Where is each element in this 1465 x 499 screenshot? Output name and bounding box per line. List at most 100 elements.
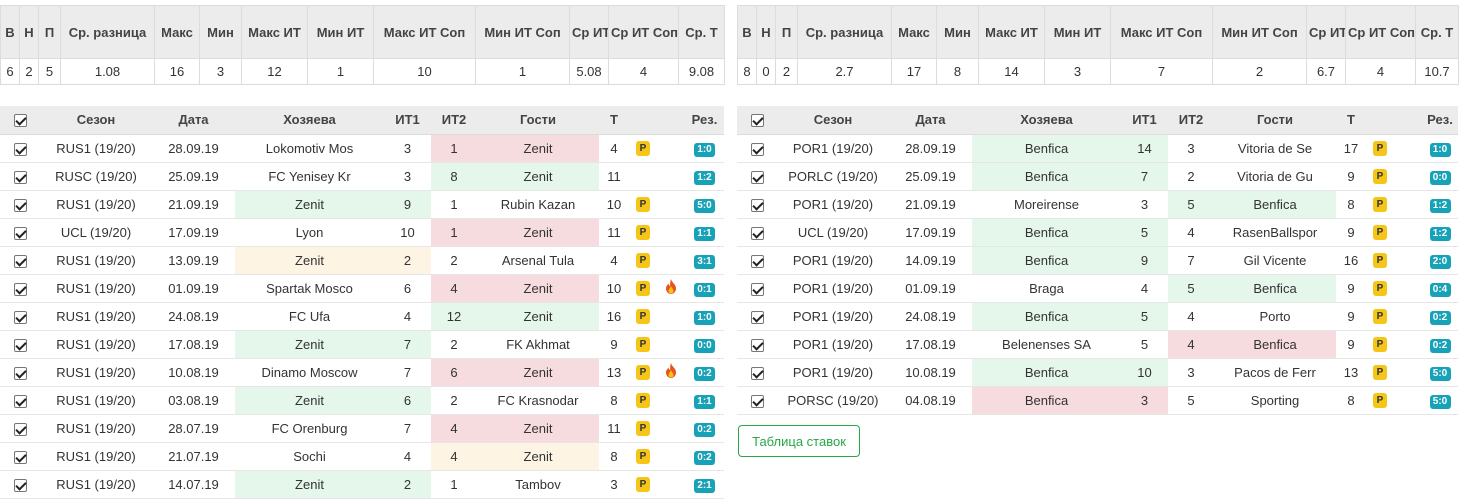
stats-header-cell: Н [19, 5, 39, 59]
match-row[interactable]: RUS1 (19/20) 21.07.19 Sochi 4 4 Zenit 8 P 0:2 [0, 442, 724, 471]
select-all-checkbox[interactable] [13, 114, 27, 128]
p-badge-cell: P [629, 246, 657, 275]
row-checkbox[interactable] [13, 170, 27, 184]
p-badge: P [636, 281, 650, 297]
result-badge: 1:2 [1429, 226, 1451, 241]
row-checkbox[interactable] [13, 226, 27, 240]
p-badge-cell: P [1366, 386, 1394, 415]
total-cell: 13 [599, 358, 629, 387]
match-row[interactable]: POR1 (19/20) 28.09.19 Benfica 14 3 Vitoria de… [737, 134, 1458, 163]
match-row[interactable]: POR1 (19/20) 21.09.19 Moreirense 3 5 Benfica 8… [737, 190, 1458, 219]
home-team-cell: Benfica [972, 218, 1121, 247]
matches-header-cell: Рез. [685, 106, 724, 135]
result-cell: 2:0 [1422, 246, 1458, 275]
checkbox-cell [0, 274, 40, 303]
match-row[interactable]: POR1 (19/20) 24.08.19 Benfica 5 4 Porto 9 P 0:2 [737, 302, 1458, 331]
row-checkbox[interactable] [750, 254, 764, 268]
season-cell: UCL (19/20) [40, 218, 152, 247]
match-row[interactable]: RUSC (19/20) 25.09.19 FC Yenisey Kr 3 8 Zenit… [0, 162, 724, 191]
date-cell: 21.07.19 [152, 442, 235, 471]
stats-header-cell: Ср ИТ [569, 5, 609, 59]
match-row[interactable]: POR1 (19/20) 14.09.19 Benfica 9 7 Gil Vicente… [737, 246, 1458, 275]
p-badge-cell: P [629, 442, 657, 471]
home-team-cell: Benfica [972, 358, 1121, 387]
match-row[interactable]: RUS1 (19/20) 01.09.19 Spartak Mosco 6 4 Zenit… [0, 274, 724, 303]
row-checkbox[interactable] [13, 198, 27, 212]
row-checkbox[interactable] [750, 170, 764, 184]
date-cell: 14.07.19 [152, 470, 235, 499]
home-goals-cell: 4 [384, 442, 431, 471]
row-checkbox[interactable] [13, 282, 27, 296]
match-row[interactable]: RUS1 (19/20) 03.08.19 Zenit 6 2 FC Krasnodar 8… [0, 386, 724, 415]
stats-value-cell: 2.7 [797, 58, 892, 85]
row-checkbox[interactable] [13, 366, 27, 380]
row-checkbox[interactable] [13, 422, 27, 436]
away-team-cell: Gil Vicente [1214, 246, 1336, 275]
away-team-cell: Benfica [1214, 190, 1336, 219]
row-checkbox[interactable] [750, 226, 764, 240]
result-badge: 5:0 [1429, 394, 1451, 409]
match-row[interactable]: RUS1 (19/20) 21.09.19 Zenit 9 1 Rubin Kazan 10… [0, 190, 724, 219]
match-row[interactable]: PORSC (19/20) 04.08.19 Benfica 3 5 Sporting 8 P… [737, 386, 1458, 415]
fire-cell [657, 470, 685, 499]
match-row[interactable]: PORLC (19/20) 25.09.19 Benfica 7 2 Vitoria de… [737, 162, 1458, 191]
match-row[interactable]: UCL (19/20) 17.09.19 Lyon 10 1 Zenit 11 P 1:1 [0, 218, 724, 247]
row-checkbox[interactable] [13, 478, 27, 492]
row-checkbox[interactable] [750, 366, 764, 380]
row-checkbox[interactable] [13, 450, 27, 464]
away-goals-cell: 2 [431, 330, 477, 359]
match-row[interactable]: RUS1 (19/20) 13.09.19 Zenit 2 2 Arsenal Tula 4… [0, 246, 724, 275]
row-checkbox[interactable] [750, 310, 764, 324]
match-row[interactable]: RUS1 (19/20) 14.07.19 Zenit 2 1 Tambov 3 P 2:1 [0, 470, 724, 499]
match-row[interactable]: RUS1 (19/20) 17.08.19 Zenit 7 2 FK Akhmat 9 P 0:… [0, 330, 724, 359]
p-badge-cell: P [1366, 246, 1394, 275]
stats-header-cell: П [38, 5, 61, 59]
away-team-cell: Arsenal Tula [477, 246, 599, 275]
row-checkbox[interactable] [750, 282, 764, 296]
match-row[interactable]: RUS1 (19/20) 10.08.19 Dinamo Moscow 7 6 Zenit… [0, 358, 724, 387]
checkbox-cell [0, 134, 40, 163]
p-badge-cell: P [629, 414, 657, 443]
away-team-cell: Zenit [477, 302, 599, 331]
result-cell: 1:2 [1422, 218, 1458, 247]
fire-cell [657, 134, 685, 163]
p-badge: P [1373, 169, 1387, 185]
stats-value-cell: 1 [307, 58, 374, 85]
p-badge-cell: P [1366, 302, 1394, 331]
row-checkbox[interactable] [750, 142, 764, 156]
row-checkbox[interactable] [13, 142, 27, 156]
row-checkbox[interactable] [13, 394, 27, 408]
row-checkbox[interactable] [750, 394, 764, 408]
result-badge: 1:0 [694, 142, 715, 157]
p-badge-cell: P [1366, 134, 1394, 163]
checkbox-cell [0, 246, 40, 275]
p-badge-cell: P [1366, 218, 1394, 247]
match-row[interactable]: POR1 (19/20) 17.08.19 Belenenses SA 5 4 Benfi… [737, 330, 1458, 359]
left-matches-table: Сезон Дата Хозяева ИТ1 ИТ2 Гости Т Рез. RUS1 (1… [0, 106, 724, 499]
row-checkbox[interactable] [13, 310, 27, 324]
away-goals-cell: 3 [1168, 358, 1214, 387]
row-checkbox[interactable] [13, 254, 27, 268]
match-row[interactable]: RUS1 (19/20) 28.09.19 Lokomotiv Mos 3 1 Zenit… [0, 134, 724, 163]
stats-value-cell: 2 [775, 58, 798, 85]
select-all-checkbox[interactable] [750, 114, 764, 128]
match-row[interactable]: UCL (19/20) 17.09.19 Benfica 5 4 RasenBallspo… [737, 218, 1458, 247]
home-team-cell: Moreirense [972, 190, 1121, 219]
match-row[interactable]: RUS1 (19/20) 24.08.19 FC Ufa 4 12 Zenit 16 P 1:0 [0, 302, 724, 331]
date-cell: 10.08.19 [152, 358, 235, 387]
row-checkbox[interactable] [750, 338, 764, 352]
row-checkbox[interactable] [750, 198, 764, 212]
total-cell: 10 [599, 190, 629, 219]
p-badge: P [636, 253, 650, 269]
result-badge: 0:2 [694, 422, 715, 437]
p-badge: P [1373, 393, 1387, 409]
match-row[interactable]: POR1 (19/20) 01.09.19 Braga 4 5 Benfica 9 P 0:4 [737, 274, 1458, 303]
bets-table-button[interactable]: Таблица ставок [738, 425, 860, 457]
away-goals-cell: 1 [431, 218, 477, 247]
row-checkbox[interactable] [13, 338, 27, 352]
match-row[interactable]: POR1 (19/20) 10.08.19 Benfica 10 3 Pacos de F… [737, 358, 1458, 387]
stats-header-row: В Н П Ср. разница Макс Мин Макс ИТ Мин ИТ Макс И… [737, 5, 1459, 59]
match-row[interactable]: RUS1 (19/20) 28.07.19 FC Orenburg 7 4 Zenit 11… [0, 414, 724, 443]
date-cell: 17.09.19 [152, 218, 235, 247]
date-cell: 14.09.19 [889, 246, 972, 275]
